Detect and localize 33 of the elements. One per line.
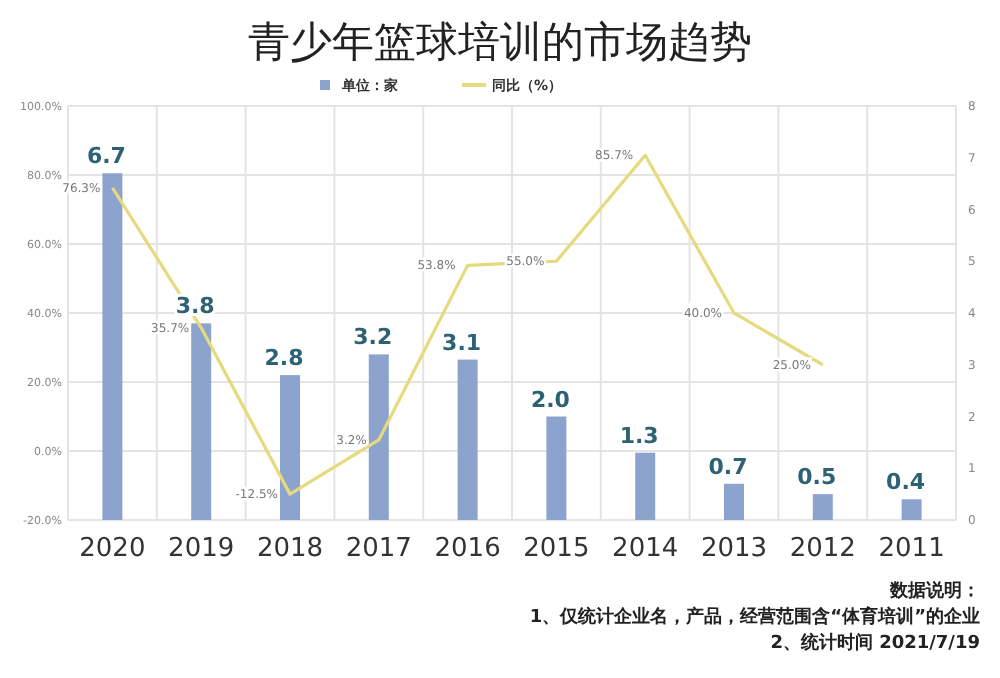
data-label: 2.8 — [264, 345, 304, 372]
bar — [280, 375, 300, 520]
x-tick-label: 2019 — [168, 534, 235, 564]
text: 2、统计时间 2021/7/19 — [770, 632, 980, 654]
x-tick-label: 2020 — [79, 534, 146, 564]
chart-title: 青少年篮球培训的市场趋势 — [248, 18, 752, 66]
bar — [457, 359, 478, 520]
data-label: 6.7 — [86, 143, 126, 170]
bar — [102, 173, 123, 520]
bar — [191, 323, 212, 520]
data-label: 0.7 — [708, 453, 748, 480]
data-label: 3.1 — [442, 329, 482, 356]
bar — [635, 452, 656, 520]
data-label: 1.3 — [619, 422, 659, 449]
bar — [812, 494, 833, 520]
bar — [901, 499, 922, 520]
data-label: 2.0 — [530, 386, 571, 413]
bar — [546, 416, 567, 520]
text: 数据说明： — [888, 580, 980, 602]
text: 1、仅统计企业名，产品，经营范围含“体育培训”的企业 — [529, 604, 980, 628]
data-label: 0.4 — [886, 469, 926, 496]
bar — [368, 354, 389, 520]
x-tick-label: 2015 — [523, 534, 590, 564]
x-tick-label: 2016 — [434, 534, 501, 564]
data-label: 3.2 — [353, 324, 393, 351]
data-label: 0.5 — [797, 464, 837, 491]
x-tick-label: 2013 — [700, 534, 768, 564]
x-tick-label: 2018 — [256, 534, 324, 564]
bar — [724, 483, 744, 520]
x-tick-label: 2012 — [789, 534, 856, 564]
x-tick-label: 2017 — [345, 534, 412, 564]
x-tick-label: 2014 — [612, 534, 679, 564]
x-tick-label: 2011 — [878, 534, 945, 564]
